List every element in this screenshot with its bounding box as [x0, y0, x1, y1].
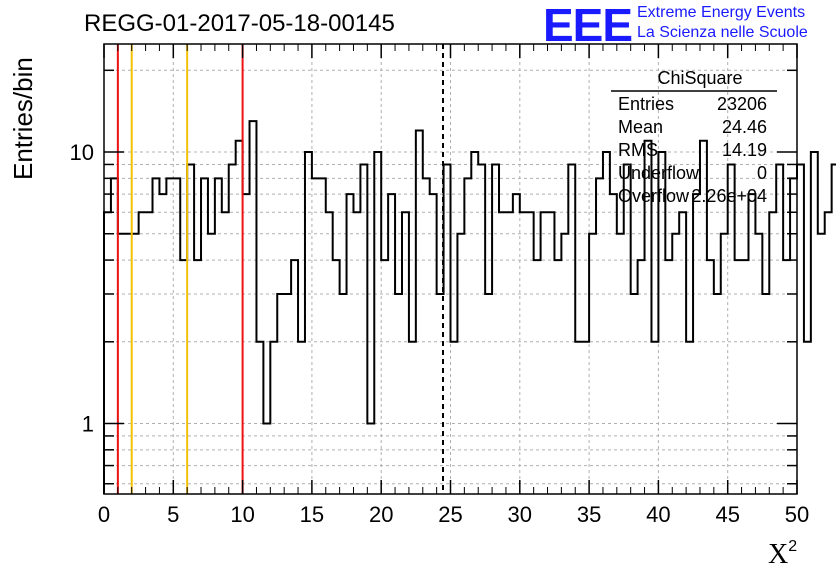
- x-tick-label: 20: [369, 502, 393, 527]
- y-tick-label: 1: [82, 412, 94, 437]
- x-tick-label: 5: [167, 502, 179, 527]
- x-tick-label: 30: [508, 502, 532, 527]
- x-tick-label: 40: [646, 502, 670, 527]
- y-tick-label: 10: [70, 140, 94, 165]
- stats-box-title: ChiSquare: [657, 68, 742, 88]
- stats-label: Underflow: [618, 163, 700, 183]
- stats-label: RMS: [618, 140, 658, 160]
- eee-logo: EEE: [543, 0, 633, 51]
- stats-value: 2.26e+04: [691, 186, 767, 206]
- x-axis-label: X2: [768, 538, 797, 571]
- stats-value: 23206: [717, 94, 767, 114]
- logo-subtitle-2: La Scienza nelle Scuole: [637, 24, 808, 41]
- x-axis-label-superscript: 2: [788, 538, 798, 555]
- x-tick-label: 45: [715, 502, 739, 527]
- x-tick-label: 25: [438, 502, 462, 527]
- x-tick-label: 15: [300, 502, 324, 527]
- histogram-bars: [103, 120, 836, 494]
- stats-label: Overflow: [618, 186, 690, 206]
- x-axis-label-base: X: [768, 539, 789, 570]
- stats-value: 0: [757, 163, 767, 183]
- x-tick-label: 10: [230, 502, 254, 527]
- x-tick-label: 0: [98, 502, 110, 527]
- x-tick-label: 35: [577, 502, 601, 527]
- chart-title: REGG-01-2017-05-18-00145: [84, 10, 395, 37]
- x-tick-label: 50: [785, 502, 809, 527]
- stats-label: Mean: [618, 117, 663, 137]
- logo-subtitle-1: Extreme Energy Events: [637, 4, 806, 21]
- stats-value: 24.46: [722, 117, 767, 137]
- stats-label: Entries: [618, 94, 674, 114]
- stats-value: 14.19: [722, 140, 767, 160]
